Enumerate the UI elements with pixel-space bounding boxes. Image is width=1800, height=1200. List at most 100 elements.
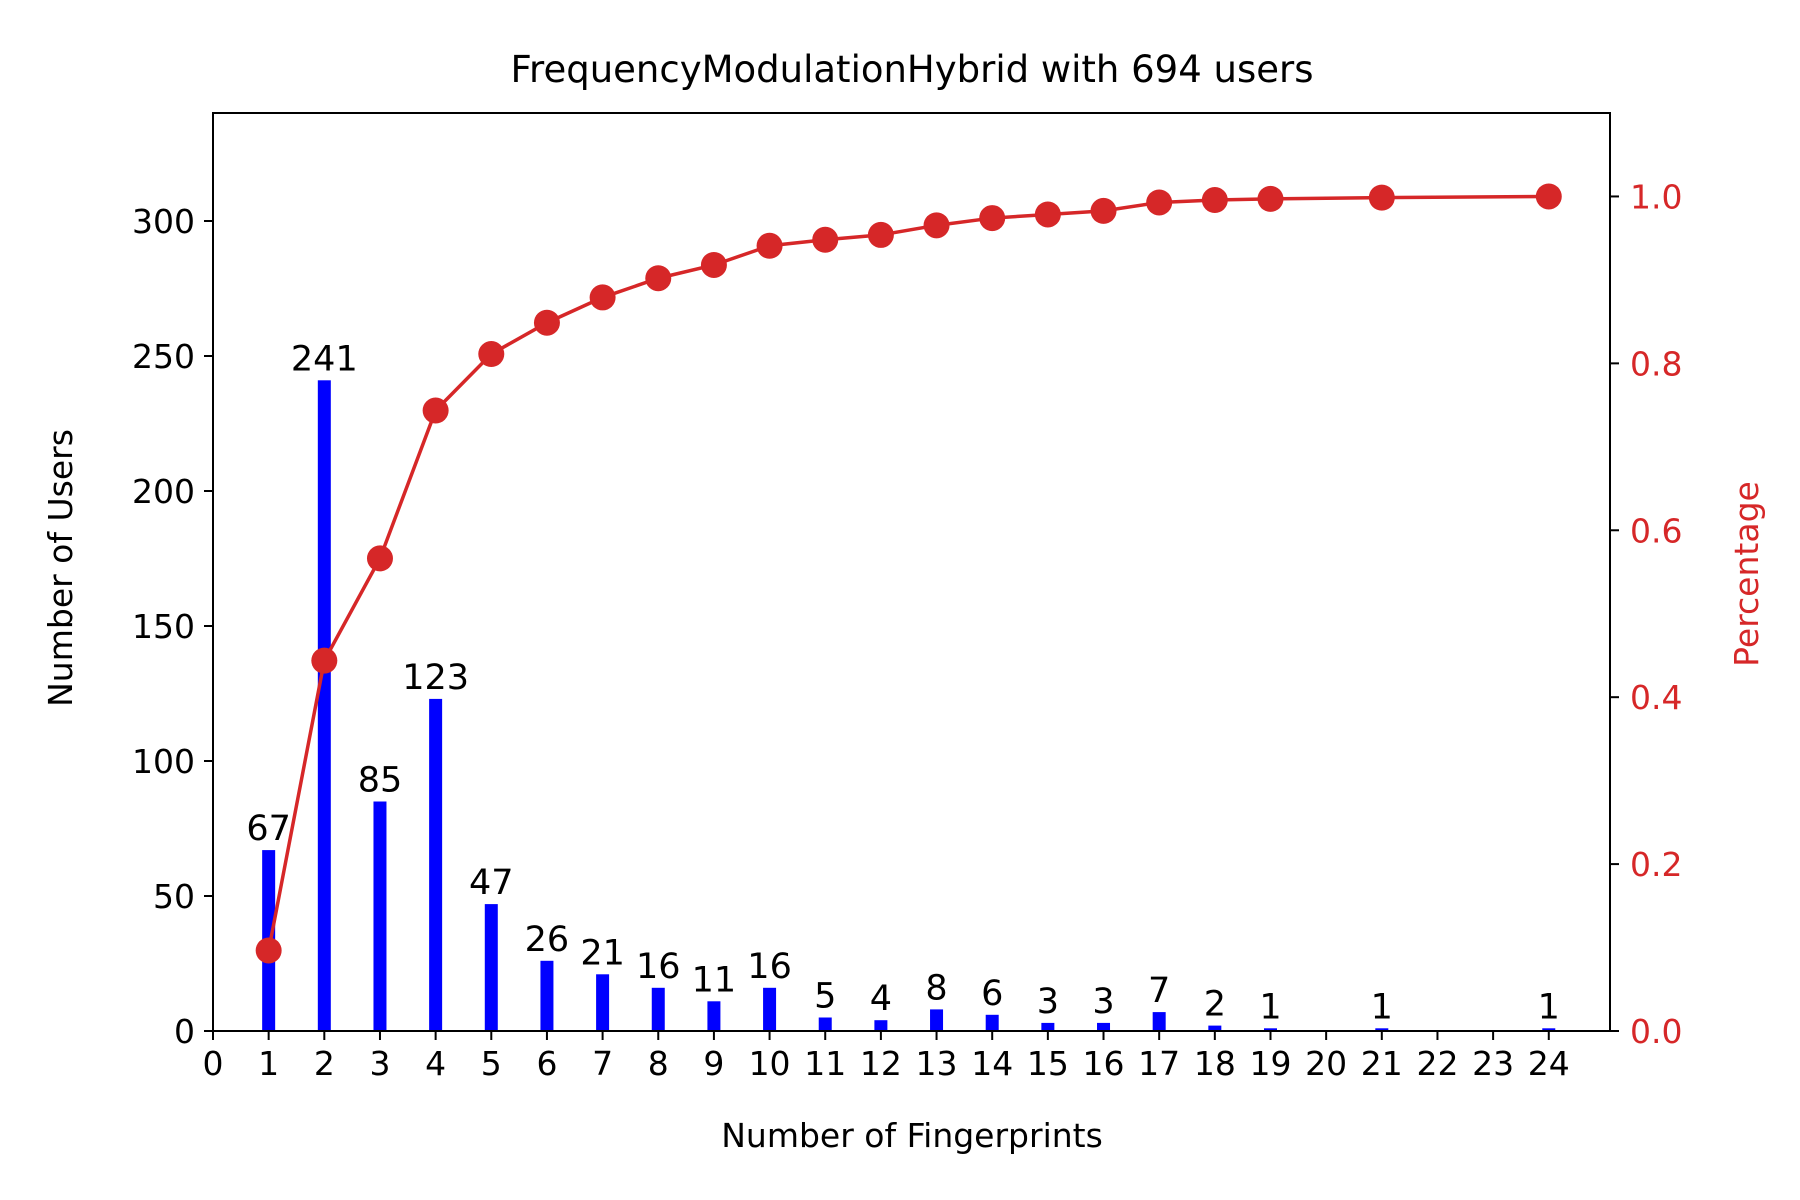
y-tick-label: 150: [132, 607, 195, 646]
cumulative-point: [1257, 185, 1284, 212]
bar-value-label: 7: [1148, 971, 1170, 1011]
bar: [651, 987, 665, 1031]
bar: [1375, 1028, 1389, 1031]
cumulative-point: [311, 647, 338, 674]
bar: [1041, 1022, 1055, 1031]
bar: [707, 1001, 721, 1031]
y-tick-label: 50: [153, 877, 195, 916]
y-tick-label: 100: [132, 742, 195, 781]
bar: [985, 1014, 999, 1031]
bar: [1097, 1022, 1111, 1031]
bar: [1208, 1025, 1222, 1031]
y2-tick-label: 0.8: [1630, 344, 1682, 383]
x-tick-label: 2: [314, 1044, 335, 1083]
x-tick-label: 7: [592, 1044, 613, 1083]
x-tick-label: 22: [1416, 1044, 1458, 1083]
cumulative-point: [366, 545, 393, 572]
bar: [763, 987, 777, 1031]
bar-value-label: 241: [291, 339, 358, 379]
cumulative-point: [422, 397, 449, 424]
x-tick-label: 17: [1138, 1044, 1180, 1083]
x-tick-label: 0: [203, 1044, 224, 1083]
bar: [484, 904, 498, 1031]
x-tick-label: 20: [1305, 1044, 1347, 1083]
cumulative-point: [589, 284, 616, 311]
y-tick-label: 200: [132, 472, 195, 511]
y-axis-label: Number of Users: [41, 429, 80, 707]
cumulative-point: [1146, 189, 1173, 216]
bar-value-label: 85: [358, 761, 403, 801]
bar-value-label: 123: [402, 658, 469, 698]
bar: [540, 960, 554, 1031]
bar: [317, 380, 331, 1031]
x-tick-label: 1: [258, 1044, 279, 1083]
y2-tick-label: 0.4: [1630, 678, 1682, 717]
cumulative-point: [1535, 183, 1562, 210]
cumulative-point: [923, 212, 950, 239]
bar-value-label: 5: [814, 977, 836, 1017]
cumulative-point: [867, 221, 894, 248]
cumulative-point: [979, 205, 1006, 232]
bar-value-label: 2: [1204, 985, 1226, 1025]
x-tick-label: 21: [1361, 1044, 1403, 1083]
x-tick-label: 12: [860, 1044, 902, 1083]
chart-title: FrequencyModulationHybrid with 694 users: [510, 48, 1313, 91]
bar-value-label: 8: [925, 968, 947, 1008]
x-tick-label: 16: [1083, 1044, 1125, 1083]
bar: [373, 801, 387, 1031]
x-tick-label: 19: [1249, 1044, 1291, 1083]
bar-value-label: 16: [636, 947, 681, 987]
bar: [1152, 1012, 1166, 1031]
x-tick-label: 11: [804, 1044, 846, 1083]
y2-tick-label: 0.2: [1630, 845, 1682, 884]
x-tick-label: 3: [369, 1044, 390, 1083]
x-tick-label: 6: [536, 1044, 557, 1083]
bar-value-label: 3: [1092, 982, 1114, 1022]
bar: [930, 1009, 944, 1031]
bar-value-label: 1: [1538, 987, 1560, 1027]
bar-value-label: 3: [1037, 982, 1059, 1022]
bar: [818, 1017, 832, 1031]
cumulative-point: [1368, 184, 1395, 211]
bar-value-label: 4: [870, 979, 892, 1019]
x-tick-label: 4: [425, 1044, 446, 1083]
bar: [1542, 1028, 1556, 1031]
x-tick-label: 14: [971, 1044, 1013, 1083]
y2-tick-label: 0.0: [1630, 1012, 1682, 1051]
x-tick-label: 10: [749, 1044, 791, 1083]
x-tick-label: 15: [1027, 1044, 1069, 1083]
bar-value-label: 16: [747, 947, 792, 987]
cumulative-point: [645, 265, 672, 292]
cumulative-point: [812, 226, 839, 253]
y2-tick-label: 0.6: [1630, 511, 1682, 550]
bar-value-label: 1: [1259, 987, 1281, 1027]
cumulative-point: [756, 232, 783, 259]
cumulative-point: [1201, 187, 1228, 214]
x-tick-label: 5: [481, 1044, 502, 1083]
bar-value-label: 6: [981, 974, 1003, 1014]
x-tick-label: 18: [1194, 1044, 1236, 1083]
bar: [1263, 1028, 1277, 1031]
bar-value-label: 67: [246, 809, 291, 849]
x-axis-label: Number of Fingerprints: [721, 1116, 1103, 1155]
cumulative-point: [1090, 197, 1117, 224]
x-tick-label: 13: [916, 1044, 958, 1083]
bar: [874, 1020, 888, 1031]
bar: [429, 698, 443, 1031]
y2-axis-label: Percentage: [1727, 481, 1766, 667]
y-tick-label: 0: [174, 1012, 195, 1051]
y-tick-label: 250: [132, 337, 195, 376]
bar-value-label: 47: [469, 863, 514, 903]
plot-frame: [212, 112, 1611, 1032]
cumulative-point: [700, 251, 727, 278]
bar-value-label: 26: [525, 920, 570, 960]
cumulative-point: [478, 341, 505, 368]
cumulative-point: [255, 937, 282, 964]
cumulative-point: [1034, 201, 1061, 228]
x-tick-label: 23: [1472, 1044, 1514, 1083]
y-tick-label: 300: [132, 202, 195, 241]
y2-tick-label: 1.0: [1630, 177, 1682, 216]
